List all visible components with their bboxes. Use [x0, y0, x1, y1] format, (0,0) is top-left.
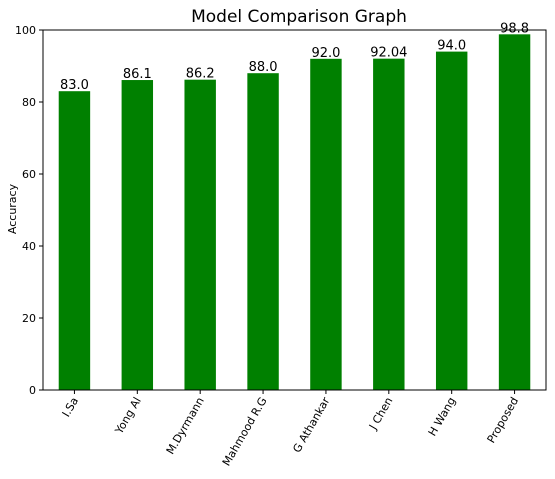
- data-label: 86.2: [186, 67, 215, 82]
- data-label: 98.8: [500, 21, 529, 36]
- x-tick-label: Yong Al: [112, 395, 144, 437]
- x-tick-label: M.Dyrmann: [164, 395, 207, 457]
- x-ticks-group: I.Sa Yong Al M.Dyrmann Mahmood R.G G Athanka…: [60, 390, 522, 468]
- data-label: 86.1: [123, 67, 152, 82]
- bar: [58, 91, 91, 390]
- x-tick-label: Mahmood R.G: [220, 395, 270, 468]
- y-tick-label: 20: [22, 312, 36, 325]
- x-tick-label: Proposed: [485, 395, 522, 445]
- plot-frame: [42, 29, 547, 391]
- y-tick-label: 40: [22, 240, 36, 253]
- x-tick-label: H Wang: [426, 395, 459, 438]
- x-tick-label: J Chen: [366, 395, 395, 433]
- bar: [310, 58, 342, 391]
- data-label: 92.04: [370, 46, 407, 61]
- x-tick-label: I.Sa: [60, 395, 81, 419]
- data-label: 88.0: [249, 60, 278, 75]
- y-tick-label: 80: [22, 96, 36, 109]
- bar: [184, 79, 216, 391]
- y-ticks-group: 0 20 40 60 80 100: [15, 24, 43, 397]
- bar: [435, 51, 468, 390]
- y-tick-label: 0: [29, 384, 36, 397]
- y-tick-label: 100: [15, 24, 36, 37]
- y-axis-label: Accuracy: [6, 183, 19, 234]
- bar: [247, 73, 279, 390]
- data-label: 92.0: [311, 46, 340, 61]
- bar: [121, 80, 154, 390]
- x-tick-label: G Athankar: [290, 395, 332, 455]
- chart-title: Model Comparison Graph: [191, 7, 407, 27]
- bar: [498, 34, 531, 390]
- y-tick-label: 60: [22, 168, 36, 181]
- bars-group: 83.0 86.1 86.2 88.0 92.0 92.04 94.0 98.8: [58, 21, 531, 391]
- bar: [373, 58, 405, 390]
- data-label: 94.0: [437, 39, 466, 54]
- data-label: 83.0: [60, 78, 89, 93]
